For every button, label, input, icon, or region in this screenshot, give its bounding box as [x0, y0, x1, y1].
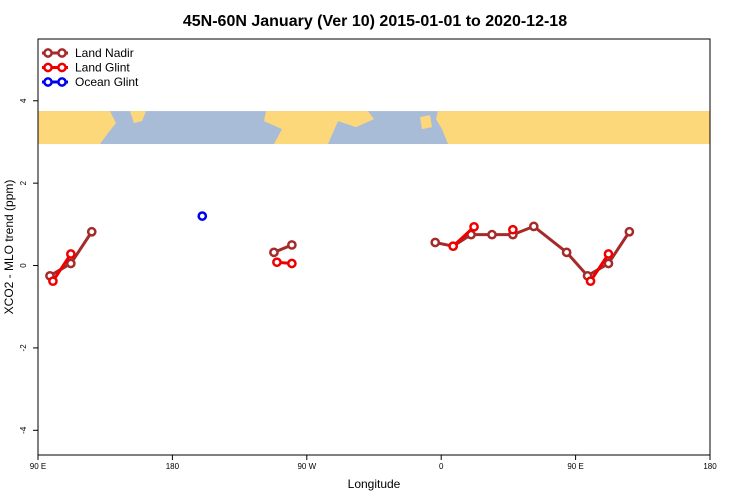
land-nadir-point — [430, 237, 441, 248]
x-axis-label: Longitude — [348, 477, 401, 491]
land-glint-line — [589, 253, 610, 283]
land-nadir-point — [287, 240, 297, 250]
x-tick-label: 90 E — [567, 462, 583, 471]
legend-label-land-nadir: Land Nadir — [75, 46, 134, 60]
y-tick-label: 4 — [19, 98, 28, 103]
x-tick-label: 90 E — [30, 462, 46, 471]
legend-label-ocean-glint: Ocean Glint — [75, 75, 139, 89]
legend-marker-land-glint — [57, 62, 67, 73]
land-glint-point — [508, 224, 518, 235]
map-land — [38, 111, 116, 145]
land-glint-point — [448, 241, 458, 252]
land-nadir-point — [66, 258, 76, 269]
land-nadir-point — [561, 247, 572, 258]
x-tick-label: 0 — [439, 462, 444, 471]
ocean-glint-point — [197, 211, 208, 221]
land-nadir-point — [487, 229, 497, 240]
land-nadir-point — [269, 247, 279, 258]
plot-frame — [37, 38, 711, 456]
y-axis: -4 -2 0 2 4 — [19, 98, 38, 434]
land-nadir-point — [528, 221, 539, 232]
land-glint-point — [287, 258, 297, 269]
land-nadir-point — [624, 226, 635, 237]
map-land — [264, 111, 374, 145]
land-glint-point — [603, 249, 614, 259]
y-tick-label: 2 — [19, 180, 28, 185]
map-land — [436, 111, 710, 145]
land-nadir-point — [603, 258, 614, 269]
land-glint-point — [469, 221, 479, 232]
legend-marker-ocean-glint — [57, 77, 67, 87]
legend-marker-land-glint — [43, 62, 53, 73]
map-land — [130, 111, 146, 124]
x-axis: 90 E 180 90 W 0 90 E 180 — [30, 455, 717, 471]
legend-marker-land-nadir — [57, 48, 67, 58]
series-layer — [45, 211, 635, 287]
land-glint-point — [48, 276, 58, 287]
x-tick-label: 90 W — [297, 462, 316, 471]
map-strip — [38, 111, 710, 145]
land-glint-point — [66, 249, 76, 259]
chart-title: 45N-60N January (Ver 10) 2015-01-01 to 2… — [183, 13, 567, 30]
legend-marker-ocean-glint — [43, 77, 53, 87]
y-tick-label: -2 — [19, 344, 28, 352]
y-axis-label: XCO2 - MLO trend (ppm) — [2, 180, 16, 315]
land-glint-line — [51, 253, 73, 283]
y-tick-label: -4 — [19, 426, 28, 434]
legend-marker-land-nadir — [43, 48, 53, 58]
land-glint-point — [585, 276, 596, 287]
y-tick-label: 0 — [19, 263, 28, 268]
land-nadir-point — [86, 226, 97, 237]
map-land — [420, 115, 432, 130]
x-tick-label: 180 — [703, 462, 717, 471]
legend-label-land-glint: Land Glint — [75, 61, 130, 75]
x-tick-label: 180 — [166, 462, 180, 471]
land-glint-point — [272, 257, 282, 268]
